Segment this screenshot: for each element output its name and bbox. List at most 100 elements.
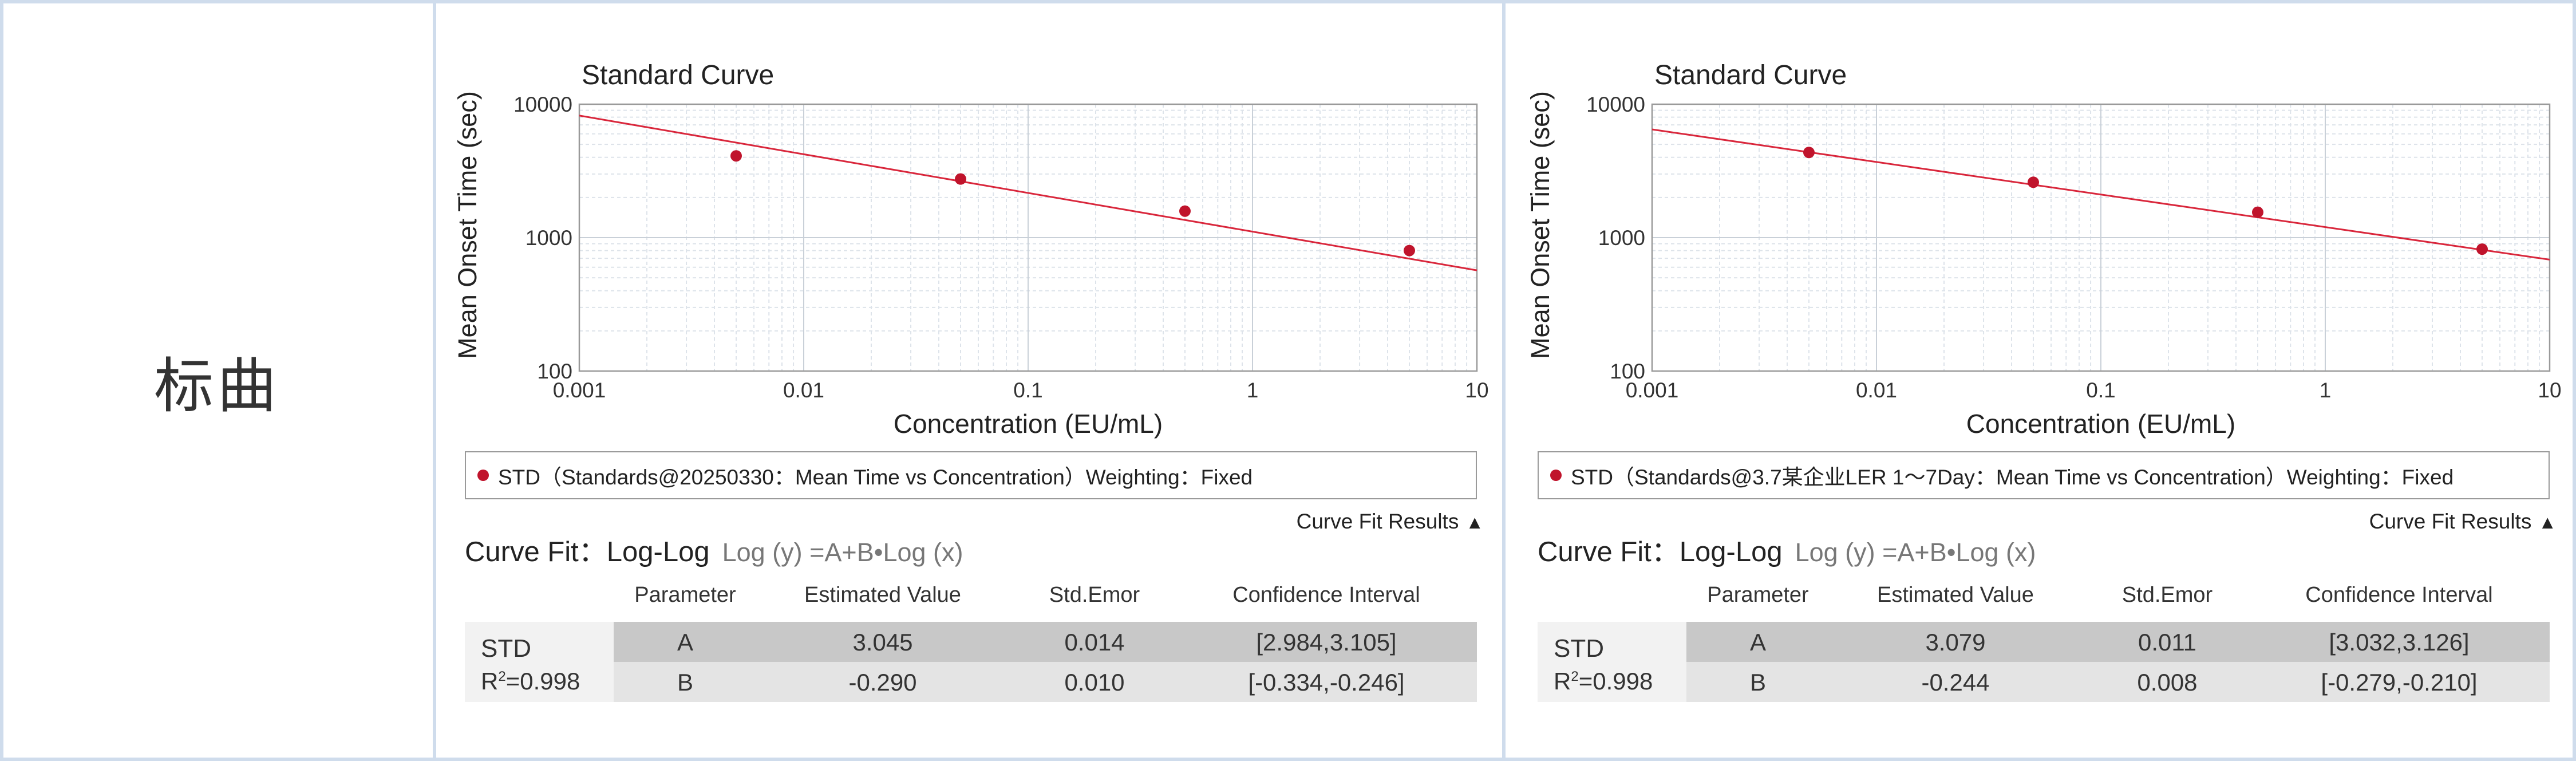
- y-tick-label: 1000: [526, 226, 572, 250]
- r2-sup: 2: [498, 669, 506, 684]
- r2-prefix: R: [1554, 668, 1571, 695]
- divider-label: [433, 0, 436, 761]
- row-label: 标曲: [153, 353, 280, 420]
- fit-line: [579, 115, 1477, 271]
- standard-curve-panel-2: Standard Curve 0.001 0.01 0.1 1 10 100 1000 100…: [1509, 6, 2574, 755]
- frame-left: [0, 0, 3, 761]
- x-tick-label: 0.01: [1856, 378, 1897, 402]
- data-point: [1403, 245, 1415, 257]
- cell-std-error: 0.008: [2137, 669, 2198, 696]
- header-estimated-value: Estimated Value: [1877, 583, 2034, 607]
- x-tick-label: 0.01: [783, 378, 824, 402]
- cell-parameter: B: [1749, 669, 1766, 696]
- data-point: [954, 173, 966, 185]
- data-point: [730, 150, 742, 162]
- fit-label: Curve Fit：Log-Log: [465, 537, 710, 567]
- data-point: [1803, 147, 1815, 159]
- data-point: [2251, 206, 2263, 218]
- x-axis-label: Concentration (EU/mL): [1966, 409, 2235, 439]
- cell-std-error: 0.011: [2138, 629, 2196, 656]
- plot-frame: [1651, 103, 2551, 372]
- y-axis-label: Mean Onset Time (sec): [1526, 91, 1555, 359]
- x-tick-label: 1: [2320, 378, 2332, 402]
- header-confidence-interval: Confidence Interval: [1232, 583, 1420, 607]
- table-header: Parameter Estimated Value Std.Emor Confi…: [465, 573, 1477, 622]
- legend-box: STD（Standards@20250330：Mean Time vs Conc…: [465, 451, 1477, 499]
- r2-sup: 2: [1571, 669, 1579, 684]
- r2-prefix: R: [481, 668, 499, 695]
- cell-confidence-interval: [-0.279,-0.210]: [2321, 669, 2478, 696]
- y-tick-label: 10000: [513, 93, 572, 116]
- cell-parameter: A: [677, 629, 693, 656]
- fit-equation: Log (y) =A+B•Log (x): [1795, 538, 2036, 567]
- cell-confidence-interval: [-0.334,-0.246]: [1248, 669, 1405, 696]
- header-confidence-interval: Confidence Interval: [2305, 583, 2493, 607]
- r-squared: R2=0.998: [1554, 668, 1653, 695]
- plot-frame: [578, 103, 1478, 372]
- cell-estimate: -0.244: [1921, 669, 1990, 696]
- cell-parameter: B: [677, 669, 693, 696]
- header-estimated-value: Estimated Value: [804, 583, 961, 607]
- std-label-cell: STD R2=0.998: [465, 622, 614, 702]
- y-tick-label: 10000: [1586, 93, 1645, 116]
- header-parameter: Parameter: [634, 583, 736, 607]
- std-name: STD: [1554, 634, 1604, 663]
- frame-right: [2573, 0, 2576, 761]
- data-point: [1179, 205, 1191, 217]
- legend-marker-icon: [477, 470, 489, 481]
- curve-fit-results-toggle[interactable]: Curve Fit Results ▲: [1297, 510, 1484, 534]
- r-squared: R2=0.998: [481, 668, 580, 695]
- curve-fit-results-label: Curve Fit Results: [2369, 510, 2532, 533]
- cell-estimate: 3.045: [852, 629, 913, 656]
- data-point: [2476, 243, 2488, 255]
- standard-curve-chart: 0.001 0.01 0.1 1 10 100 1000 10000 Concentration…: [1526, 91, 2562, 439]
- legend-text: STD（Standards@20250330：Mean Time vs Conc…: [498, 466, 1253, 489]
- r2-value: =0.998: [505, 668, 580, 695]
- cell-std-error: 0.014: [1064, 629, 1125, 656]
- x-tick-label: 0.1: [1013, 378, 1042, 402]
- std-label-cell: STD R2=0.998: [1538, 622, 1686, 702]
- cell-confidence-interval: [3.032,3.126]: [2329, 629, 2470, 656]
- y-tick-label: 1000: [1598, 226, 1645, 250]
- frame-top: [0, 0, 2576, 3]
- fit-equation: Log (y) =A+B•Log (x): [722, 538, 963, 567]
- table-row: B -0.290 0.010 [-0.334,-0.246]: [465, 662, 1477, 702]
- curve-fit-results-toggle[interactable]: Curve Fit Results ▲: [2369, 510, 2557, 534]
- y-axis-label: Mean Onset Time (sec): [453, 91, 482, 359]
- x-tick-label: 0.1: [2086, 378, 2115, 402]
- table-row: A 3.079 0.011 [3.032,3.126]: [1538, 622, 2550, 662]
- table-header: Parameter Estimated Value Std.Emor Confi…: [1538, 573, 2550, 622]
- fit-label: Curve Fit：Log-Log: [1538, 537, 1783, 567]
- cell-estimate: -0.290: [848, 669, 917, 696]
- y-tick-label: 100: [537, 360, 572, 383]
- data-point: [2027, 176, 2039, 188]
- standard-curve-chart: 0.001 0.01 0.1 1 10 100 1000 10000 Concentration…: [453, 91, 1489, 439]
- cell-std-error: 0.010: [1064, 669, 1125, 696]
- cell-parameter: A: [1749, 629, 1766, 656]
- fit-line: [1652, 128, 2550, 261]
- divider-panels: [1502, 0, 1506, 761]
- x-axis-label: Concentration (EU/mL): [894, 409, 1163, 439]
- header-std-error: Std.Emor: [2121, 583, 2213, 607]
- legend-text: STD（Standards@3.7某企业LER 1～7Day：Mean Time…: [1571, 466, 2454, 489]
- x-tick-label: 1: [1247, 378, 1259, 402]
- x-tick-label: 10: [2538, 378, 2561, 402]
- frame-bottom: [0, 758, 2576, 761]
- chart-title: Standard Curve: [1654, 60, 1847, 90]
- x-tick-label: 0.001: [553, 378, 606, 402]
- r2-value: =0.998: [1578, 668, 1653, 695]
- cell-confidence-interval: [2.984,3.105]: [1256, 629, 1397, 656]
- legend-marker-icon: [1550, 470, 1562, 481]
- table-row: B -0.244 0.008 [-0.279,-0.210]: [1538, 662, 2550, 702]
- caret-up-icon: ▲: [1465, 512, 1484, 533]
- x-tick-label: 10: [1465, 378, 1488, 402]
- table-row: A 3.045 0.014 [2.984,3.105]: [465, 622, 1477, 662]
- std-name: STD: [481, 634, 531, 663]
- curve-fit-results-label: Curve Fit Results: [1296, 510, 1459, 533]
- curve-fit-line: Curve Fit：Log-Log Log (y) =A+B•Log (x): [1538, 529, 2036, 570]
- y-tick-label: 100: [1610, 360, 1645, 383]
- chart-title: Standard Curve: [582, 60, 775, 90]
- standard-curve-panel-1: Standard Curve 0.001 0.01 0.1 1 10 100 1000 100…: [436, 6, 1501, 755]
- cell-estimate: 3.079: [1925, 629, 1986, 656]
